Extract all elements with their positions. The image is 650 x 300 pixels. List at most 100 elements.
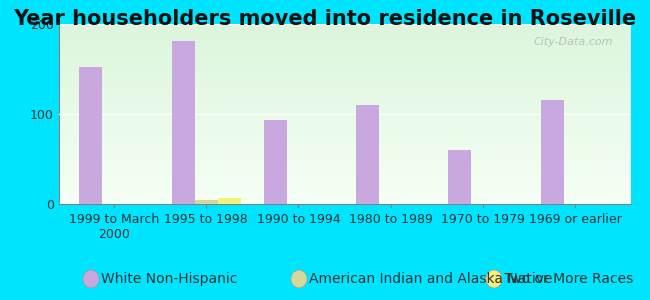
Bar	[58, 29, 630, 31]
Bar	[58, 98, 630, 100]
Text: Two or More Races: Two or More Races	[504, 272, 633, 286]
Bar	[218, 198, 240, 204]
Bar	[58, 114, 630, 116]
Bar	[58, 146, 630, 148]
Bar	[58, 26, 630, 28]
Bar	[448, 150, 471, 204]
Bar	[58, 103, 630, 105]
Bar	[58, 132, 630, 134]
Bar	[58, 136, 630, 137]
Bar	[58, 177, 630, 179]
Bar	[58, 154, 630, 155]
Bar	[58, 80, 630, 82]
Bar	[58, 139, 630, 141]
Bar	[58, 62, 630, 64]
Bar	[58, 109, 630, 110]
Bar	[58, 168, 630, 170]
Bar	[58, 33, 630, 35]
Bar	[58, 44, 630, 46]
Bar	[194, 200, 218, 204]
Bar	[58, 37, 630, 38]
Bar	[58, 128, 630, 130]
Bar	[58, 119, 630, 121]
Bar	[58, 130, 630, 132]
Bar	[58, 173, 630, 175]
Bar	[58, 152, 630, 154]
Bar	[172, 41, 194, 204]
Bar	[58, 73, 630, 74]
Bar	[58, 190, 630, 191]
Bar	[58, 175, 630, 177]
Bar	[58, 71, 630, 73]
Bar	[58, 186, 630, 188]
Bar	[58, 191, 630, 193]
Bar	[58, 143, 630, 145]
Bar	[58, 148, 630, 150]
Bar	[264, 120, 287, 204]
Bar	[58, 125, 630, 127]
Bar	[58, 101, 630, 103]
Bar	[58, 134, 630, 136]
Bar	[58, 141, 630, 143]
Bar	[58, 69, 630, 71]
Bar	[58, 83, 630, 85]
Bar	[58, 137, 630, 139]
Bar	[58, 163, 630, 164]
Bar	[58, 35, 630, 37]
Bar	[79, 67, 102, 204]
Bar	[58, 24, 630, 26]
Bar	[58, 40, 630, 42]
Bar	[58, 127, 630, 128]
Bar	[58, 38, 630, 40]
Bar	[58, 87, 630, 89]
Bar	[58, 164, 630, 166]
Bar	[356, 105, 379, 204]
Bar	[58, 92, 630, 94]
Bar	[58, 199, 630, 200]
Bar	[58, 188, 630, 190]
Bar	[58, 96, 630, 98]
Bar	[58, 89, 630, 91]
Bar	[58, 150, 630, 152]
Text: White Non-Hispanic: White Non-Hispanic	[101, 272, 237, 286]
Bar	[58, 56, 630, 58]
Text: Year householders moved into residence in Roseville: Year householders moved into residence i…	[14, 9, 636, 29]
Bar	[541, 100, 564, 204]
Bar	[58, 67, 630, 69]
Bar	[58, 105, 630, 107]
Bar	[58, 64, 630, 65]
Bar	[58, 172, 630, 173]
Bar	[58, 28, 630, 29]
Bar	[58, 91, 630, 92]
Bar	[58, 157, 630, 159]
Bar	[58, 170, 630, 172]
Bar	[58, 31, 630, 33]
Bar	[58, 110, 630, 112]
Bar	[58, 107, 630, 109]
Bar	[58, 123, 630, 125]
Bar	[58, 145, 630, 146]
Bar	[58, 179, 630, 181]
Bar	[58, 51, 630, 53]
Bar	[58, 55, 630, 56]
Bar	[58, 112, 630, 114]
Bar	[58, 94, 630, 96]
Bar	[58, 58, 630, 60]
Bar	[58, 76, 630, 78]
Bar	[58, 116, 630, 118]
Bar	[58, 47, 630, 49]
Bar	[58, 161, 630, 163]
Text: American Indian and Alaska Native: American Indian and Alaska Native	[309, 272, 552, 286]
Bar	[58, 166, 630, 168]
Bar	[58, 202, 630, 204]
Bar	[58, 53, 630, 55]
Bar	[58, 121, 630, 123]
Bar	[58, 182, 630, 184]
Bar	[58, 74, 630, 76]
Bar	[58, 42, 630, 44]
Bar	[58, 118, 630, 119]
Bar	[58, 82, 630, 83]
Bar	[58, 159, 630, 161]
Bar	[58, 193, 630, 195]
Bar	[58, 197, 630, 199]
